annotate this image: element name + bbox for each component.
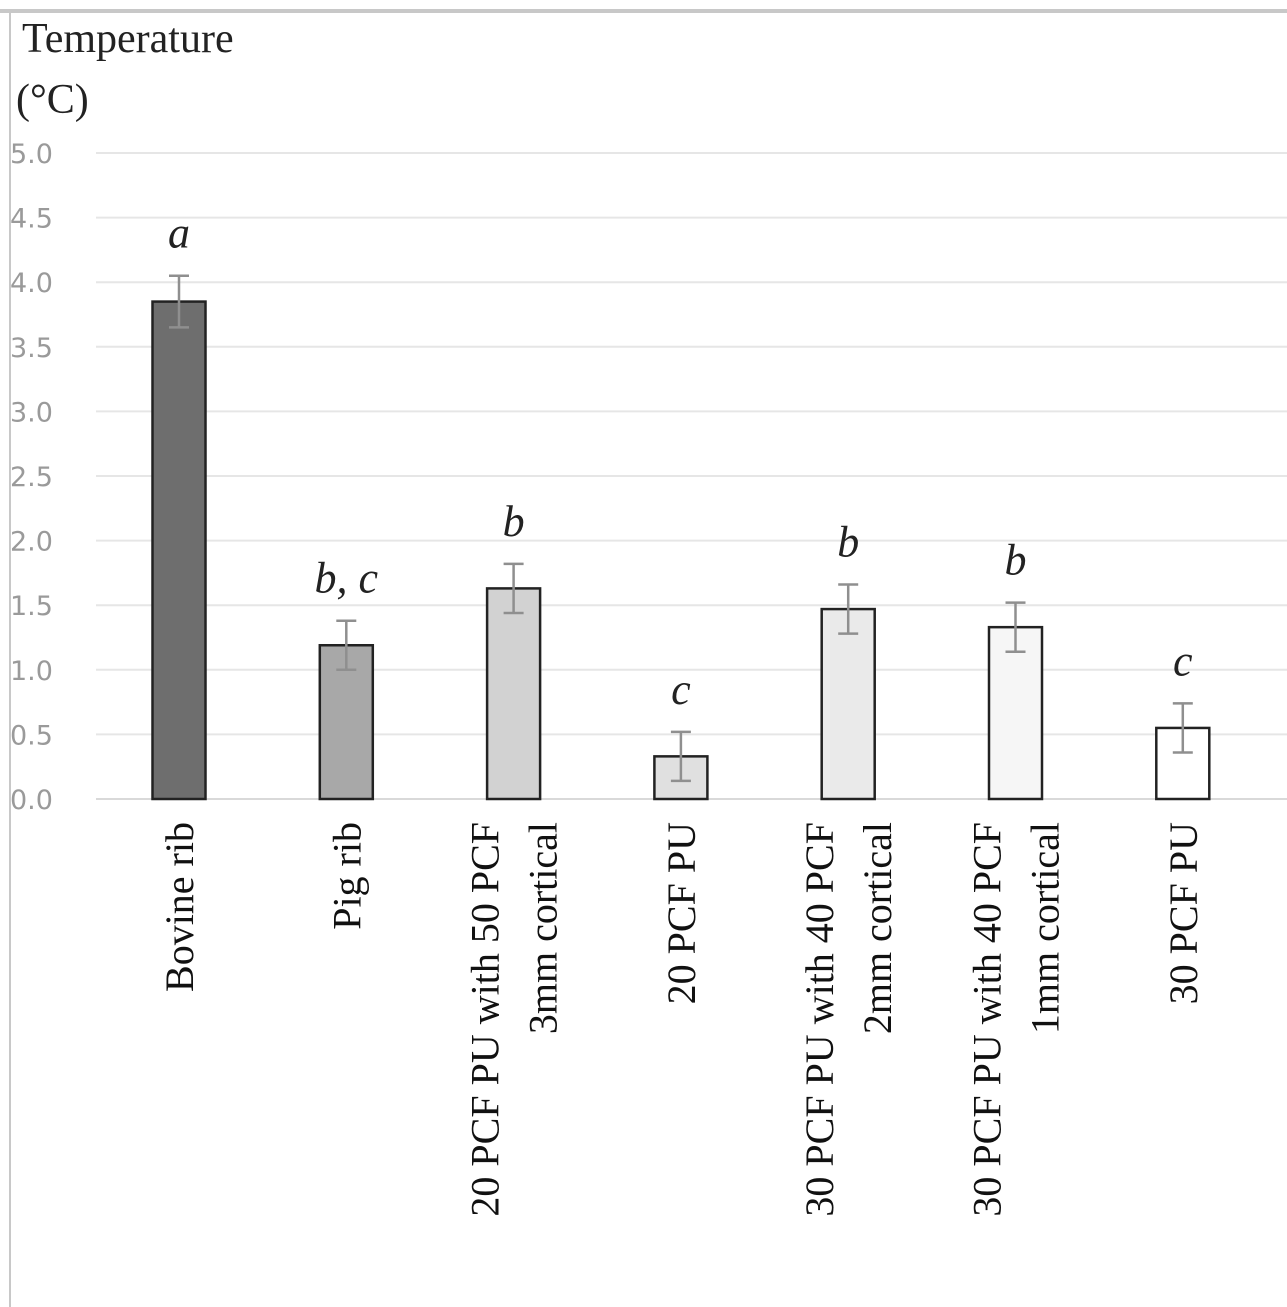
error-bar [670, 730, 691, 783]
y-tick-label: 4.0 [10, 268, 53, 299]
x-tick-label: 1mm cortical [1023, 822, 1068, 1034]
bar [987, 625, 1044, 801]
y-axis-label-line-2: (°C) [16, 77, 89, 123]
x-tick-label: 2mm cortical [855, 822, 900, 1034]
y-tick-labels: 0.0 0.5 1.0 1.5 2.0 2.5 3.0 3.5 4.0 4.5 5.0 [10, 139, 53, 816]
y-axis-label-line-1: Temperature [22, 16, 234, 62]
y-tick-label: 2.0 [10, 527, 53, 558]
error-bars [169, 274, 1193, 783]
y-tick-label: 1.0 [10, 656, 53, 687]
x-tick-label: Bovine rib [157, 822, 202, 992]
y-tick-label: 3.0 [10, 397, 53, 428]
x-tick-label: 30 PCF PU with 40 PCF [965, 822, 1010, 1217]
bar [820, 607, 876, 801]
error-bar [169, 274, 189, 329]
x-tick-label: 3mm cortical [521, 822, 566, 1034]
y-axis-label: Temperature (°C) [16, 16, 234, 123]
bar [318, 644, 375, 801]
x-tick-label: Pig rib [324, 822, 369, 930]
significance-label: b [1005, 536, 1027, 585]
y-tick-label: 1.5 [10, 591, 53, 622]
significance-label: b [837, 518, 859, 567]
x-tick-label: 30 PCF PU with 40 PCF [797, 822, 842, 1217]
significance-label: c [1173, 636, 1193, 685]
x-tick-label: 30 PCF PU [1161, 822, 1206, 1004]
error-bar [1005, 601, 1026, 653]
error-bar [1172, 702, 1193, 754]
error-bar [503, 562, 524, 615]
significance-label: a [168, 209, 190, 258]
error-bar [838, 583, 859, 635]
y-tick-label: 0.5 [10, 720, 53, 751]
bar [151, 300, 207, 801]
significance-label: b, c [315, 554, 379, 603]
significance-label: c [671, 665, 691, 714]
bar [485, 587, 542, 801]
y-tick-label: 4.5 [10, 204, 53, 235]
y-tick-label: 0.0 [10, 785, 53, 816]
significance-labels: a b, c b c b b c [168, 209, 1193, 714]
significance-label: b [503, 497, 525, 546]
y-tick-label: 2.5 [10, 462, 53, 493]
y-tick-label: 5.0 [10, 139, 53, 170]
bars [151, 300, 1211, 801]
x-tick-labels: Bovine rib Pig rib 20 PCF PU with 50 PCF 3m… [157, 822, 1206, 1217]
y-tick-label: 3.5 [10, 333, 53, 364]
x-tick-label: 20 PCF PU with 50 PCF [463, 822, 508, 1217]
gridlines [96, 152, 1287, 736]
x-tick-label: 20 PCF PU [659, 822, 704, 1004]
error-bar [336, 619, 357, 672]
